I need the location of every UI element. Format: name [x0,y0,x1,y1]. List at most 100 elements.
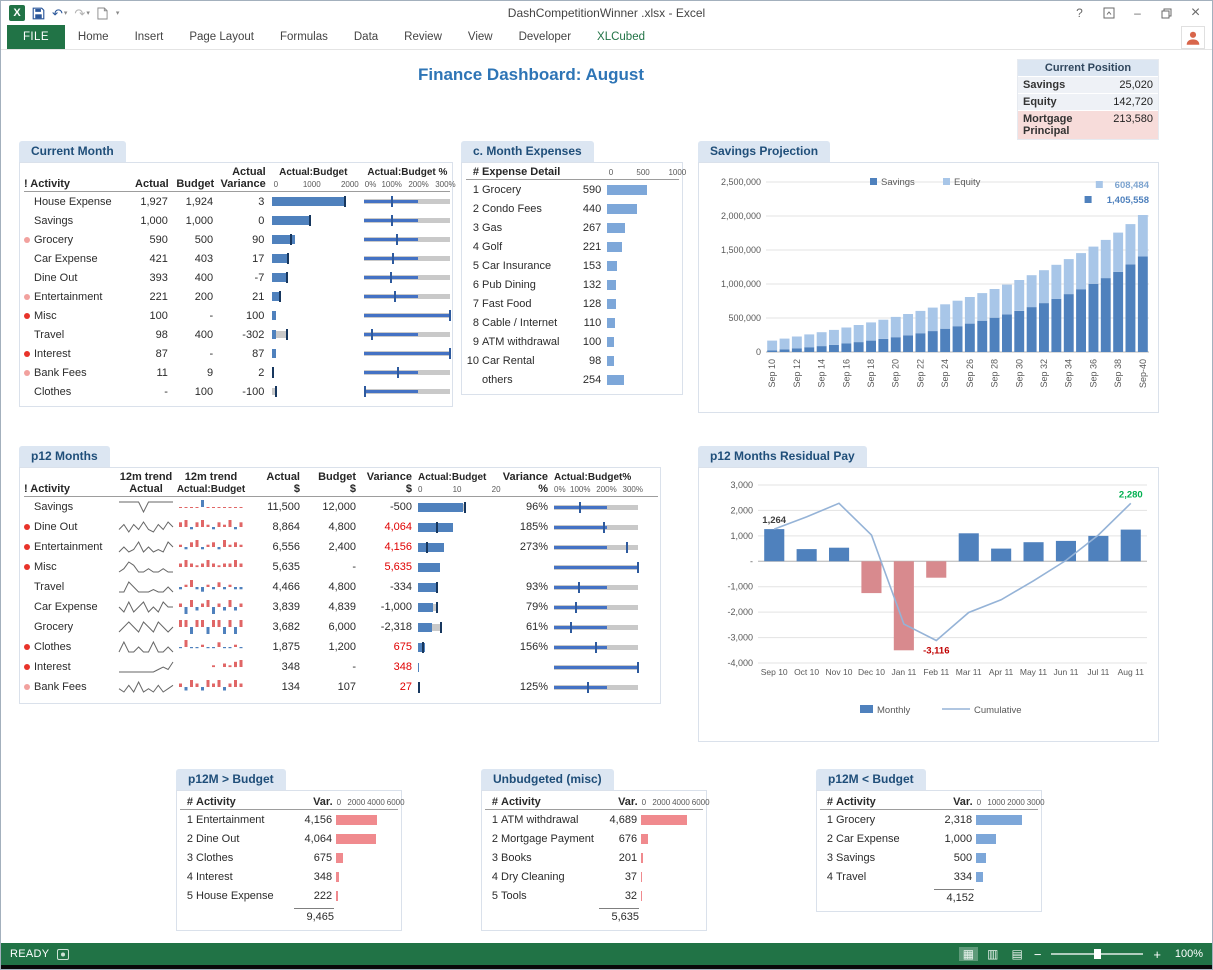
table-row: 1 Grocery 2,318 [820,810,1038,829]
actual-bar [272,273,288,282]
trend-vs-budget-sparkline [176,579,246,595]
svg-text:Sep 10: Sep 10 [761,667,788,677]
expense-label: Condo Fees [482,202,542,215]
activity-label: Travel [34,328,65,341]
ribbon-tab-formulas[interactable]: Formulas [279,31,328,43]
minimize-button[interactable]: – [1134,6,1141,20]
column-header: 12m trend [184,471,238,483]
budget-value: 6,000 [328,621,356,633]
ribbon-tab-insert[interactable]: Insert [134,31,164,43]
zoom-level[interactable]: 100% [1174,948,1203,960]
current-month-row: Savings 1,000 1,000 0 [24,211,451,230]
rank-number: 5 [472,259,479,272]
actual-value: 221 [149,290,168,303]
ribbon-tab-home[interactable]: Home [77,31,109,43]
expense-bar [606,222,679,233]
macro-record-icon[interactable] [57,948,70,960]
zoom-slider-thumb[interactable] [1094,949,1102,959]
pct-bullet-cell [364,272,451,283]
value-header: Var. [953,796,973,808]
ribbon-tab-developer[interactable]: Developer [518,31,572,43]
panel-title: c. Month Expenses [461,141,594,162]
redo-icon[interactable]: ↷ ▾ [74,5,90,21]
actual-bar [272,292,281,301]
budget-value: 403 [194,252,214,265]
ribbon-display-options-button[interactable] [1095,3,1122,23]
zoom-out-button[interactable]: − [1033,946,1042,962]
page-break-view-button[interactable]: ▤ [1011,947,1023,961]
quick-access-toolbar: X ↶ ▾ ↷ ▾ ▾ [1,5,119,21]
variance-value: 90 [252,233,265,246]
new-file-icon[interactable] [97,7,108,20]
table-row: 4 Dry Cleaning 37 [485,867,703,886]
column-header: Actual [266,471,300,483]
variance-value: 5,635 [384,561,412,573]
svg-text:Oct 10: Oct 10 [794,667,819,677]
scale-label: 200% [408,180,429,189]
column-header: 12m trend [119,471,173,483]
column-header: Variance [220,178,266,190]
actual-value: 1,875 [272,641,300,653]
ribbon-tab-file[interactable]: FILE [7,25,65,49]
expense-row: 6 Pub Dining 132 [466,275,679,294]
normal-view-button[interactable]: ▦ [958,947,979,961]
ribbon-tab-xlcubed[interactable]: XLCubed [597,31,645,43]
svg-text:Sep 28: Sep 28 [990,359,1000,388]
status-dot-icon [24,524,34,530]
undo-icon[interactable]: ↶ ▾ [52,5,68,21]
expense-value: 132 [582,278,602,291]
zoom-in-button[interactable]: + [1153,946,1161,962]
total-value: 5,635 [599,908,639,923]
close-button[interactable]: × [1190,4,1201,21]
account-avatar[interactable] [1181,26,1205,49]
scale-label: 1000 [302,180,321,189]
activity-label: Clothes [34,641,72,653]
p12m-under-budget-panel: p12M < Budget # Activity Var. 0 1000 2000 3000 1… [816,769,1045,912]
ribbon-tab-review[interactable]: Review [404,31,442,43]
total-row: 4,152 [820,886,1038,907]
column-header: Actual [232,166,266,178]
variance-pct: 156% [519,641,548,653]
save-icon[interactable] [32,7,45,20]
svg-text:1,500,000: 1,500,000 [721,245,761,255]
residual-pay-panel: p12 Months Residual Pay 3,000 2,000 1,000 -… [698,446,1159,742]
ribbon-tab-view[interactable]: View [467,31,493,43]
expense-row: 8 Cable / Internet 110 [466,313,679,332]
trend-sparkline [116,660,176,674]
status-dot-icon [24,389,34,395]
expense-value: 440 [582,202,602,215]
bar-scale: 0 10 20 [418,483,501,495]
status-dot-icon [24,256,34,262]
p12-row: Entertainment 6,556 2,400 4,156 273% [24,537,658,557]
zoom-slider[interactable] [1051,949,1144,959]
budget-value: 4,839 [328,601,356,613]
activity-label: House Expense [196,889,274,902]
ribbon-tab-data[interactable]: Data [353,31,379,43]
actual-vs-budget-bar [418,621,500,633]
redo-dropdown-icon[interactable]: ▾ [86,9,90,17]
activity-label: Car Expense [34,601,98,613]
activity-label: Misc [34,309,57,322]
actual-value: 5,635 [272,561,300,573]
page-layout-view-button[interactable]: ▥ [987,947,999,961]
variance-value: 1,000 [944,832,973,845]
undo-dropdown-icon[interactable]: ▾ [63,9,68,17]
variance-value: 21 [252,290,265,303]
restore-button[interactable] [1153,3,1180,23]
actual-pct-tick [574,601,577,613]
activity-label: Bank Fees [34,366,87,379]
expense-bar [606,260,679,271]
qat-customize-icon[interactable]: ▾ [115,10,120,17]
actual-pct-tick [448,348,451,359]
budget-value: - [209,309,214,322]
ribbon-tab-page-layout[interactable]: Page Layout [189,31,254,43]
actual-bar [418,602,433,612]
help-button[interactable]: ? [1076,6,1083,20]
budget-value: 1,200 [328,641,356,653]
budget-tick [435,521,438,533]
budget-gap-bar [272,388,276,395]
scale-label: 6000 [386,798,405,807]
current-month-row: Entertainment 221 200 21 [24,287,451,306]
actual-vs-budget-bar [272,215,352,226]
svg-text:-4,000: -4,000 [727,658,753,668]
